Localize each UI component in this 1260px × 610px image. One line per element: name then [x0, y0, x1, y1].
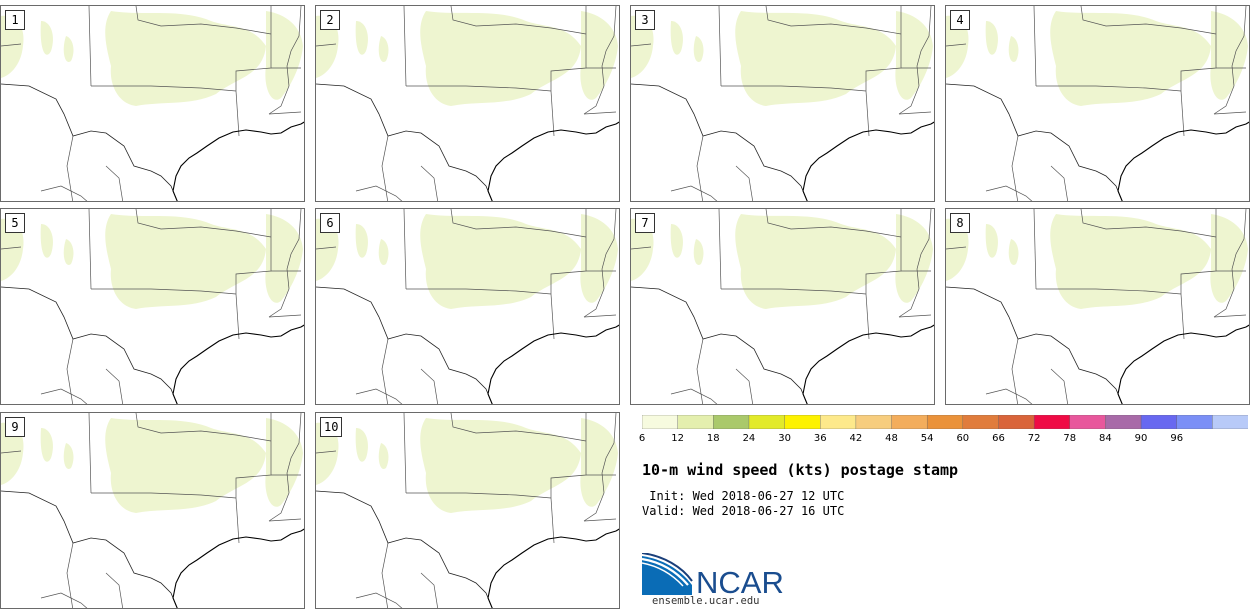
panel-number: 1: [5, 10, 25, 30]
color-bar-tick-label: 96: [1170, 433, 1184, 444]
color-bar-segment: [1140, 415, 1178, 429]
map-5: [1, 209, 304, 404]
valid-time: Valid: Wed 2018-06-27 16 UTC: [642, 504, 845, 518]
color-bar-tick-label: 42: [849, 433, 863, 444]
map-8: [946, 209, 1249, 404]
color-bar-segment: [642, 415, 679, 429]
panel-number: 10: [320, 417, 343, 437]
color-bar-tick-label: 48: [885, 433, 898, 444]
map-2: [316, 6, 619, 201]
member-panel-1: 1: [0, 5, 305, 202]
panel-number: 4: [950, 10, 970, 30]
color-bar-segment: [784, 415, 821, 429]
color-bar-tick-label: 30: [778, 433, 791, 444]
member-panel-5: 5: [0, 208, 305, 405]
panel-number: 7: [635, 213, 655, 233]
color-bar-tick-label: 36: [813, 433, 827, 444]
member-panel-3: 3: [630, 5, 935, 202]
member-panel-4: 4: [945, 5, 1250, 202]
map-1: [1, 6, 304, 201]
color-bar-tick-label: 84: [1099, 433, 1112, 444]
color-bar-segment: [855, 415, 893, 429]
color-bar: [642, 415, 1248, 429]
map-6: [316, 209, 619, 404]
color-bar-tick-label: 72: [1027, 433, 1041, 444]
panel-number: 3: [635, 10, 655, 30]
plot-title: 10-m wind speed (kts) postage stamp: [642, 461, 959, 479]
color-bar-tick-label: 18: [706, 433, 720, 444]
ncar-logo: NCAR: [642, 553, 784, 595]
color-bar-tick-label: 6: [638, 433, 646, 444]
member-panel-10: 10: [315, 412, 620, 609]
color-bar-tick-label: 90: [1134, 433, 1148, 444]
map-3: [631, 6, 934, 201]
panel-number: 8: [950, 213, 970, 233]
color-bar-tick-label: 54: [920, 433, 934, 444]
color-bar-tick-label: 60: [956, 433, 970, 444]
panel-number: 6: [320, 213, 340, 233]
color-bar-tick-label: 24: [742, 433, 756, 444]
color-bar-segment: [820, 415, 857, 429]
color-bar-segment: [713, 415, 750, 429]
color-bar-segment: [1176, 415, 1214, 429]
color-bar-segment: [677, 415, 714, 429]
member-panel-8: 8: [945, 208, 1250, 405]
color-bar-segment: [926, 415, 964, 429]
color-bar-segment: [998, 415, 1035, 429]
member-panel-2: 2: [315, 5, 620, 202]
map-7: [631, 209, 934, 404]
color-bar-tick-label: 12: [671, 433, 685, 444]
color-bar-segment: [962, 415, 1000, 429]
panel-number: 5: [5, 213, 25, 233]
member-panel-7: 7: [630, 208, 935, 405]
website-url: ensemble.ucar.edu: [652, 595, 760, 607]
member-panel-6: 6: [315, 208, 620, 405]
map-4: [946, 6, 1249, 201]
color-bar-segment: [748, 415, 786, 429]
map-10: [316, 413, 619, 608]
member-panel-9: 9: [0, 412, 305, 609]
color-bar-segment: [1105, 415, 1142, 429]
color-bar-segment: [1033, 415, 1071, 429]
map-9: [1, 413, 304, 608]
color-bar-segment: [1069, 415, 1107, 429]
color-bar-segment: [1212, 415, 1248, 429]
init-time: Init: Wed 2018-06-27 12 UTC: [642, 489, 845, 503]
color-bar-tick-label: 78: [1063, 433, 1077, 444]
panel-number: 9: [5, 417, 25, 437]
panel-number: 2: [320, 10, 340, 30]
color-bar-tick-label: 66: [992, 433, 1005, 444]
color-bar-segment: [891, 415, 928, 429]
logo-wordmark: NCAR: [696, 565, 784, 595]
